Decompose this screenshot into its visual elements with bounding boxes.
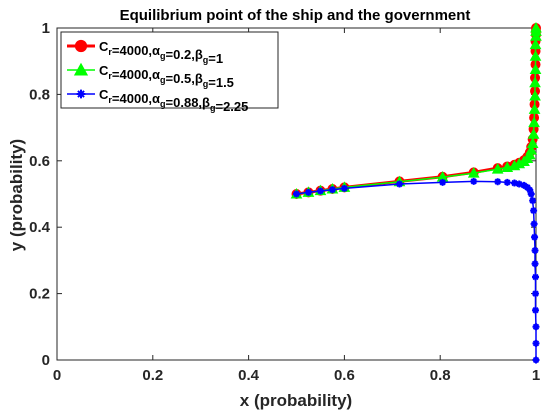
legend-text-part: =4000, <box>112 43 152 58</box>
data-point <box>74 39 88 53</box>
data-point-core <box>533 248 537 253</box>
data-point <box>529 63 542 74</box>
legend-text-part: =1.5 <box>208 75 234 90</box>
legend-label: Cr=4000,αg=0.88,βg=2.25 <box>99 87 248 114</box>
data-point-core <box>533 291 538 296</box>
data-point-core <box>532 222 536 226</box>
legend-text-part: =4000, <box>112 67 152 82</box>
y-tick-label: 0 <box>42 352 50 369</box>
data-point <box>529 38 542 50</box>
legend-text-part: =2.25 <box>215 99 248 114</box>
data-point-core <box>78 91 84 97</box>
y-tick-label: 0.6 <box>29 153 50 170</box>
data-point-core <box>495 179 500 184</box>
legend-text-part: C <box>99 63 109 78</box>
legend-text-part: =4000, <box>112 91 152 106</box>
data-point-core <box>505 180 510 185</box>
data-point-core <box>533 308 538 313</box>
legend-subscript: r <box>108 71 112 81</box>
data-point <box>491 163 504 174</box>
data-point-core <box>440 180 445 185</box>
legend-text-part: C <box>99 87 109 102</box>
legend-text-part: β <box>202 95 210 110</box>
legend: Cr=4000,αg=0.2,βg=1Cr=4000,αg=0.5,βg=1.5… <box>60 31 279 114</box>
data-point <box>530 21 542 33</box>
y-tick-label: 0.8 <box>29 86 50 103</box>
x-tick-label: 1 <box>532 367 540 384</box>
series-layer <box>290 21 542 364</box>
legend-subscript: g <box>210 103 216 113</box>
legend-subscript: g <box>160 99 166 109</box>
data-point-core <box>294 192 299 196</box>
data-point-core <box>530 198 535 203</box>
legend-label: Cr=4000,αg=0.2,βg=1 <box>99 39 223 66</box>
legend-text-part: =1 <box>208 51 223 66</box>
data-point <box>526 137 539 149</box>
data-point <box>525 144 538 155</box>
data-point-core <box>471 179 476 184</box>
data-point <box>467 167 480 178</box>
legend-text-part: β <box>195 71 203 86</box>
x-tick-label: 0.2 <box>142 367 163 384</box>
x-tick-label: 0 <box>53 367 61 384</box>
data-point-core <box>517 182 522 186</box>
x-tick-label: 0.4 <box>238 367 260 384</box>
data-point-core <box>529 192 534 196</box>
legend-subscript: g <box>203 79 209 89</box>
data-point <box>529 90 541 101</box>
data-point-core <box>532 235 537 239</box>
data-point <box>528 116 540 128</box>
data-point <box>527 128 540 139</box>
data-point-core <box>512 181 517 185</box>
legend-text-part: α <box>152 43 160 58</box>
data-point-core <box>534 341 538 346</box>
data-point <box>73 62 89 76</box>
data-point-core <box>318 189 323 193</box>
legend-subscript: g <box>160 51 166 61</box>
data-point-core <box>533 275 538 279</box>
legend-subscript: g <box>160 75 166 85</box>
data-point-core <box>531 208 536 213</box>
data-point-core <box>534 325 538 329</box>
legend-entry-2: Cr=4000,αg=0.5,βg=1.5 <box>67 62 234 90</box>
data-point <box>529 50 542 61</box>
data-point <box>529 76 541 88</box>
legend-box <box>60 31 279 109</box>
series-3 <box>293 177 540 364</box>
data-point-core <box>534 358 538 362</box>
y-axis-label: y (probability) <box>7 139 26 251</box>
legend-entry-1: Cr=4000,αg=0.2,βg=1 <box>67 39 223 66</box>
data-point-core <box>397 182 402 186</box>
legend-text-part: α <box>152 67 160 82</box>
x-axis-label: x (probability) <box>240 391 352 410</box>
data-point-core <box>342 186 347 191</box>
chart-title: Equilibrium point of the ship and the go… <box>120 7 471 24</box>
legend-text-part: C <box>99 39 109 54</box>
data-point-core <box>533 261 537 266</box>
y-tick-label: 1 <box>42 20 50 37</box>
legend-text-part: α <box>152 91 160 106</box>
legend-text-part: =0.2, <box>166 47 195 62</box>
x-tick-label: 0.6 <box>334 367 355 384</box>
data-point-core <box>330 187 335 192</box>
y-tick-label: 0.2 <box>29 286 50 303</box>
legend-subscript: r <box>108 47 112 57</box>
y-tick-label: 0.4 <box>29 219 51 236</box>
legend-text-part: =0.5, <box>166 71 195 86</box>
legend-entry-3: Cr=4000,αg=0.88,βg=2.25 <box>67 87 248 114</box>
data-point-core <box>306 190 311 195</box>
legend-subscript: g <box>203 55 209 65</box>
legend-text-part: =0.88, <box>166 95 203 110</box>
legend-text-part: β <box>195 47 203 62</box>
legend-subscript: r <box>108 95 112 105</box>
data-point <box>528 103 541 114</box>
legend-label: Cr=4000,αg=0.5,βg=1.5 <box>99 63 234 90</box>
x-tick-label: 0.8 <box>430 367 451 384</box>
